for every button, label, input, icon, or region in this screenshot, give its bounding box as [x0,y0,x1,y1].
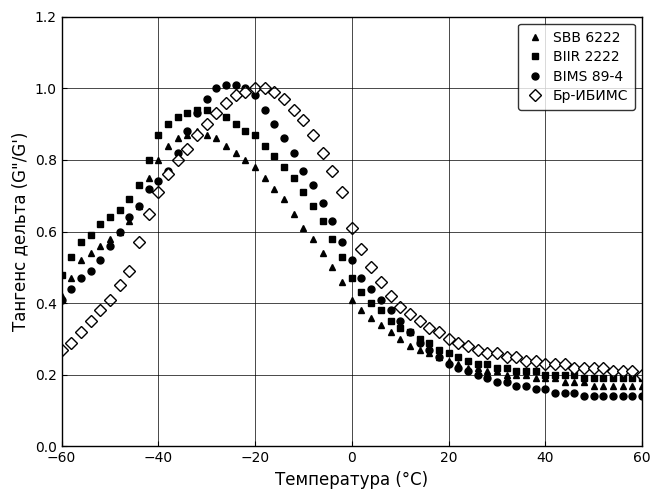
BIIR 2222 [58,272,66,278]
BIIR 2222 [580,376,588,382]
BIIR 2222 [270,154,278,160]
Y-axis label: Тангенс дельта (G"/G'): Тангенс дельта (G"/G') [11,132,29,331]
Бр-ИБИМС [193,132,201,138]
Line: BIIR 2222: BIIR 2222 [58,106,645,382]
Бр-ИБИМС [416,318,424,324]
BIMS 89-4 [377,296,385,302]
Legend: SBB 6222, BIIR 2222, BIMS 89-4, Бр-ИБИМС: SBB 6222, BIIR 2222, BIMS 89-4, Бр-ИБИМС [518,24,635,110]
BIIR 2222 [416,336,424,342]
Бр-ИБИМС [251,86,259,91]
Бр-ИБИМС [270,89,278,95]
BIMS 89-4 [638,394,646,400]
BIMS 89-4 [416,340,424,345]
BIMS 89-4 [58,296,66,302]
BIMS 89-4 [580,394,588,400]
Бр-ИБИМС [571,364,579,370]
BIMS 89-4 [193,110,201,116]
SBB 6222 [416,347,424,353]
BIMS 89-4 [173,150,181,156]
Бр-ИБИМС [638,372,646,378]
SBB 6222 [193,128,201,134]
SBB 6222 [377,322,385,328]
BIIR 2222 [571,372,579,378]
BIMS 89-4 [222,82,230,87]
Line: BIMS 89-4: BIMS 89-4 [58,81,645,400]
BIMS 89-4 [270,121,278,127]
BIIR 2222 [203,106,211,112]
BIIR 2222 [193,106,201,112]
SBB 6222 [173,136,181,141]
Бр-ИБИМС [173,157,181,163]
SBB 6222 [638,382,646,388]
BIIR 2222 [638,376,646,382]
Бр-ИБИМС [377,278,385,284]
BIIR 2222 [173,114,181,120]
BIMS 89-4 [571,390,579,396]
SBB 6222 [203,132,211,138]
SBB 6222 [58,293,66,299]
SBB 6222 [571,379,579,385]
Line: SBB 6222: SBB 6222 [58,128,645,389]
X-axis label: Температура (°C): Температура (°C) [275,471,428,489]
BIIR 2222 [377,308,385,314]
SBB 6222 [590,382,598,388]
Line: Бр-ИБИМС: Бр-ИБИМС [58,84,646,379]
SBB 6222 [270,186,278,192]
Бр-ИБИМС [58,347,66,353]
